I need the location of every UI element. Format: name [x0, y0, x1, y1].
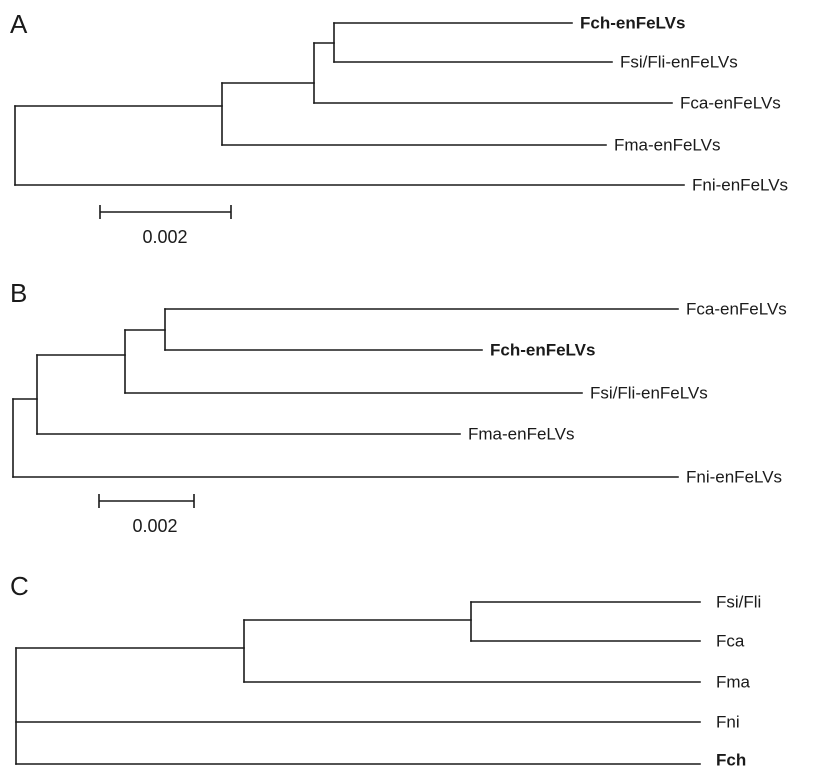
panel-b-leaf-label: Fni-enFeLVs: [686, 468, 782, 487]
panel-b: B Fca-enFeLVs Fch-enFeLVs Fsi/Fli-enFeLV…: [10, 278, 787, 536]
panel-a-leaf-label: Fch-enFeLVs: [580, 14, 685, 33]
panel-c-leaf-label: Fca: [716, 632, 745, 651]
panel-c-leaf-label: Fni: [716, 713, 740, 732]
panel-c-leaf-label: Fsi/Fli: [716, 593, 761, 612]
panel-a-scale-label: 0.002: [142, 227, 187, 247]
panel-a-scale-bar: [99, 205, 232, 219]
panel-b-leaf-label: Fca-enFeLVs: [686, 300, 787, 319]
panel-b-leaf-label: Fch-enFeLVs: [490, 341, 595, 360]
panel-c-leaf-label: Fch: [716, 751, 746, 770]
panel-c: C Fsi/Fli Fca Fma Fni Fch: [10, 571, 761, 770]
panel-c-label: C: [10, 571, 29, 601]
panel-b-label: B: [10, 278, 27, 308]
panel-a-leaf-label: Fsi/Fli-enFeLVs: [620, 53, 738, 72]
panel-c-leaf-label: Fma: [716, 673, 751, 692]
panel-a-leaf-label: Fni-enFeLVs: [692, 176, 788, 195]
panel-a-leaf-label: Fca-enFeLVs: [680, 94, 781, 113]
panel-a: A Fch-enFeLVs Fsi/Fli-enFeLVs Fca-enFeLV…: [10, 9, 788, 247]
panel-b-scale-bar: [98, 494, 195, 508]
panel-b-leaf-label: Fsi/Fli-enFeLVs: [590, 384, 708, 403]
panel-a-leaf-label: Fma-enFeLVs: [614, 136, 720, 155]
panel-a-label: A: [10, 9, 28, 39]
panel-b-scale-label: 0.002: [132, 516, 177, 536]
panel-b-leaf-label: Fma-enFeLVs: [468, 425, 574, 444]
